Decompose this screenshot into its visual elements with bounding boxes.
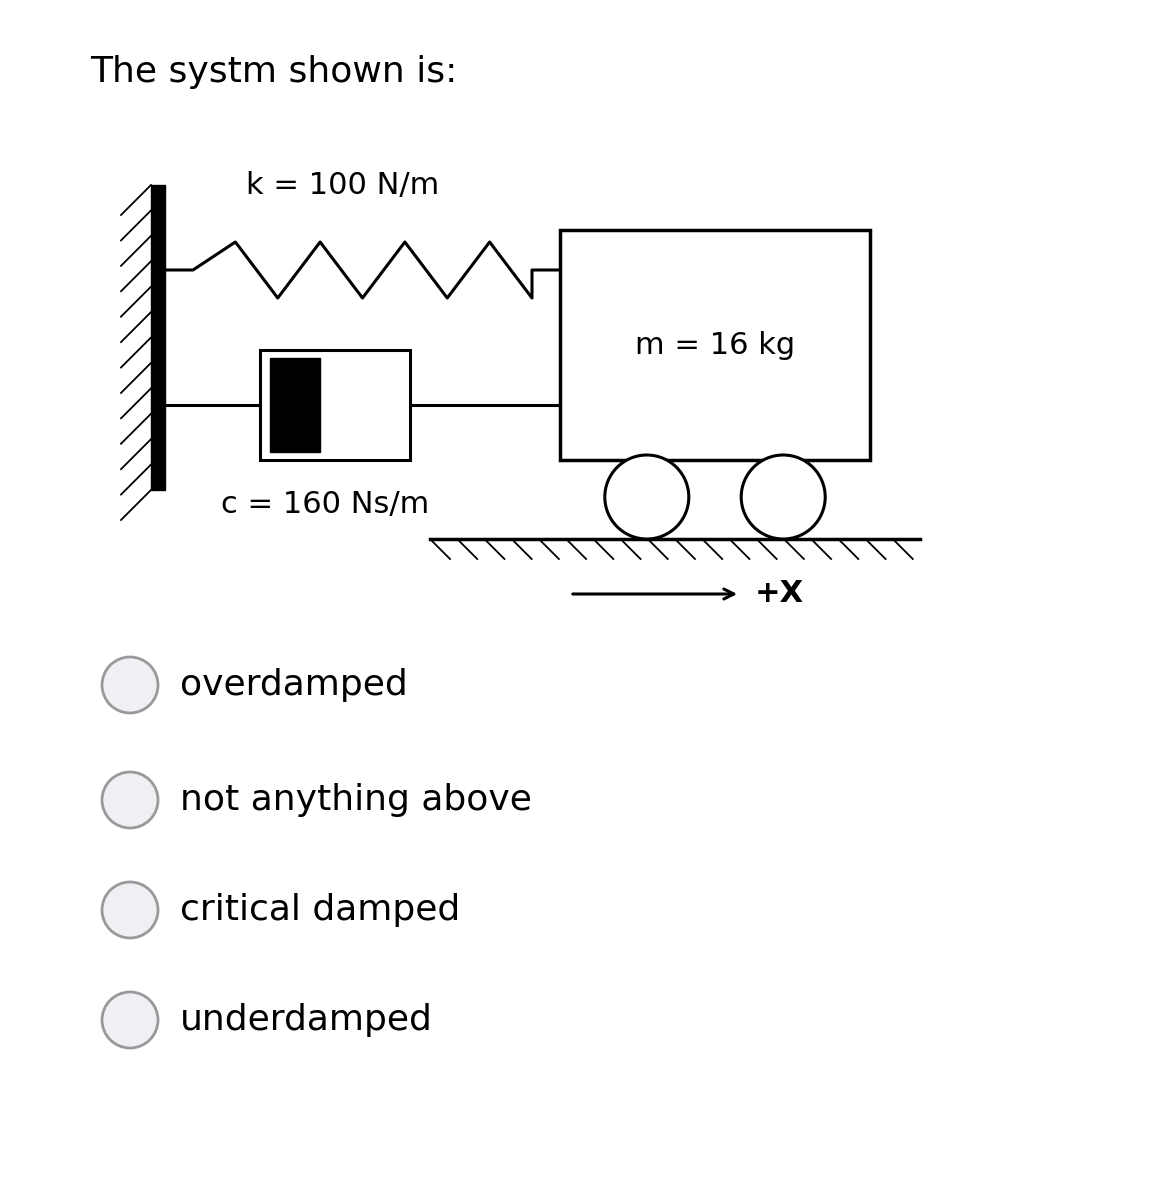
Bar	[560, 230, 870, 461]
Text: overdamped: overdamped	[180, 668, 408, 702]
Text: c = 160 Ns/m: c = 160 Ns/m	[221, 490, 429, 518]
Text: m = 16 kg: m = 16 kg	[635, 331, 796, 359]
Text: underdamped: underdamped	[180, 1003, 433, 1037]
Circle shape	[102, 882, 158, 938]
Text: critical damped: critical damped	[180, 893, 460, 927]
Circle shape	[605, 455, 689, 539]
Circle shape	[102, 657, 158, 713]
Text: k = 100 N/m: k = 100 N/m	[246, 171, 439, 200]
Text: The systm shown is:: The systm shown is:	[90, 56, 457, 89]
Circle shape	[102, 772, 158, 828]
Bar	[151, 185, 165, 490]
Text: +X: +X	[755, 580, 804, 608]
Circle shape	[102, 992, 158, 1048]
Text: not anything above: not anything above	[180, 783, 532, 817]
Bar	[270, 358, 321, 452]
Bar	[260, 350, 410, 461]
Circle shape	[742, 455, 825, 539]
